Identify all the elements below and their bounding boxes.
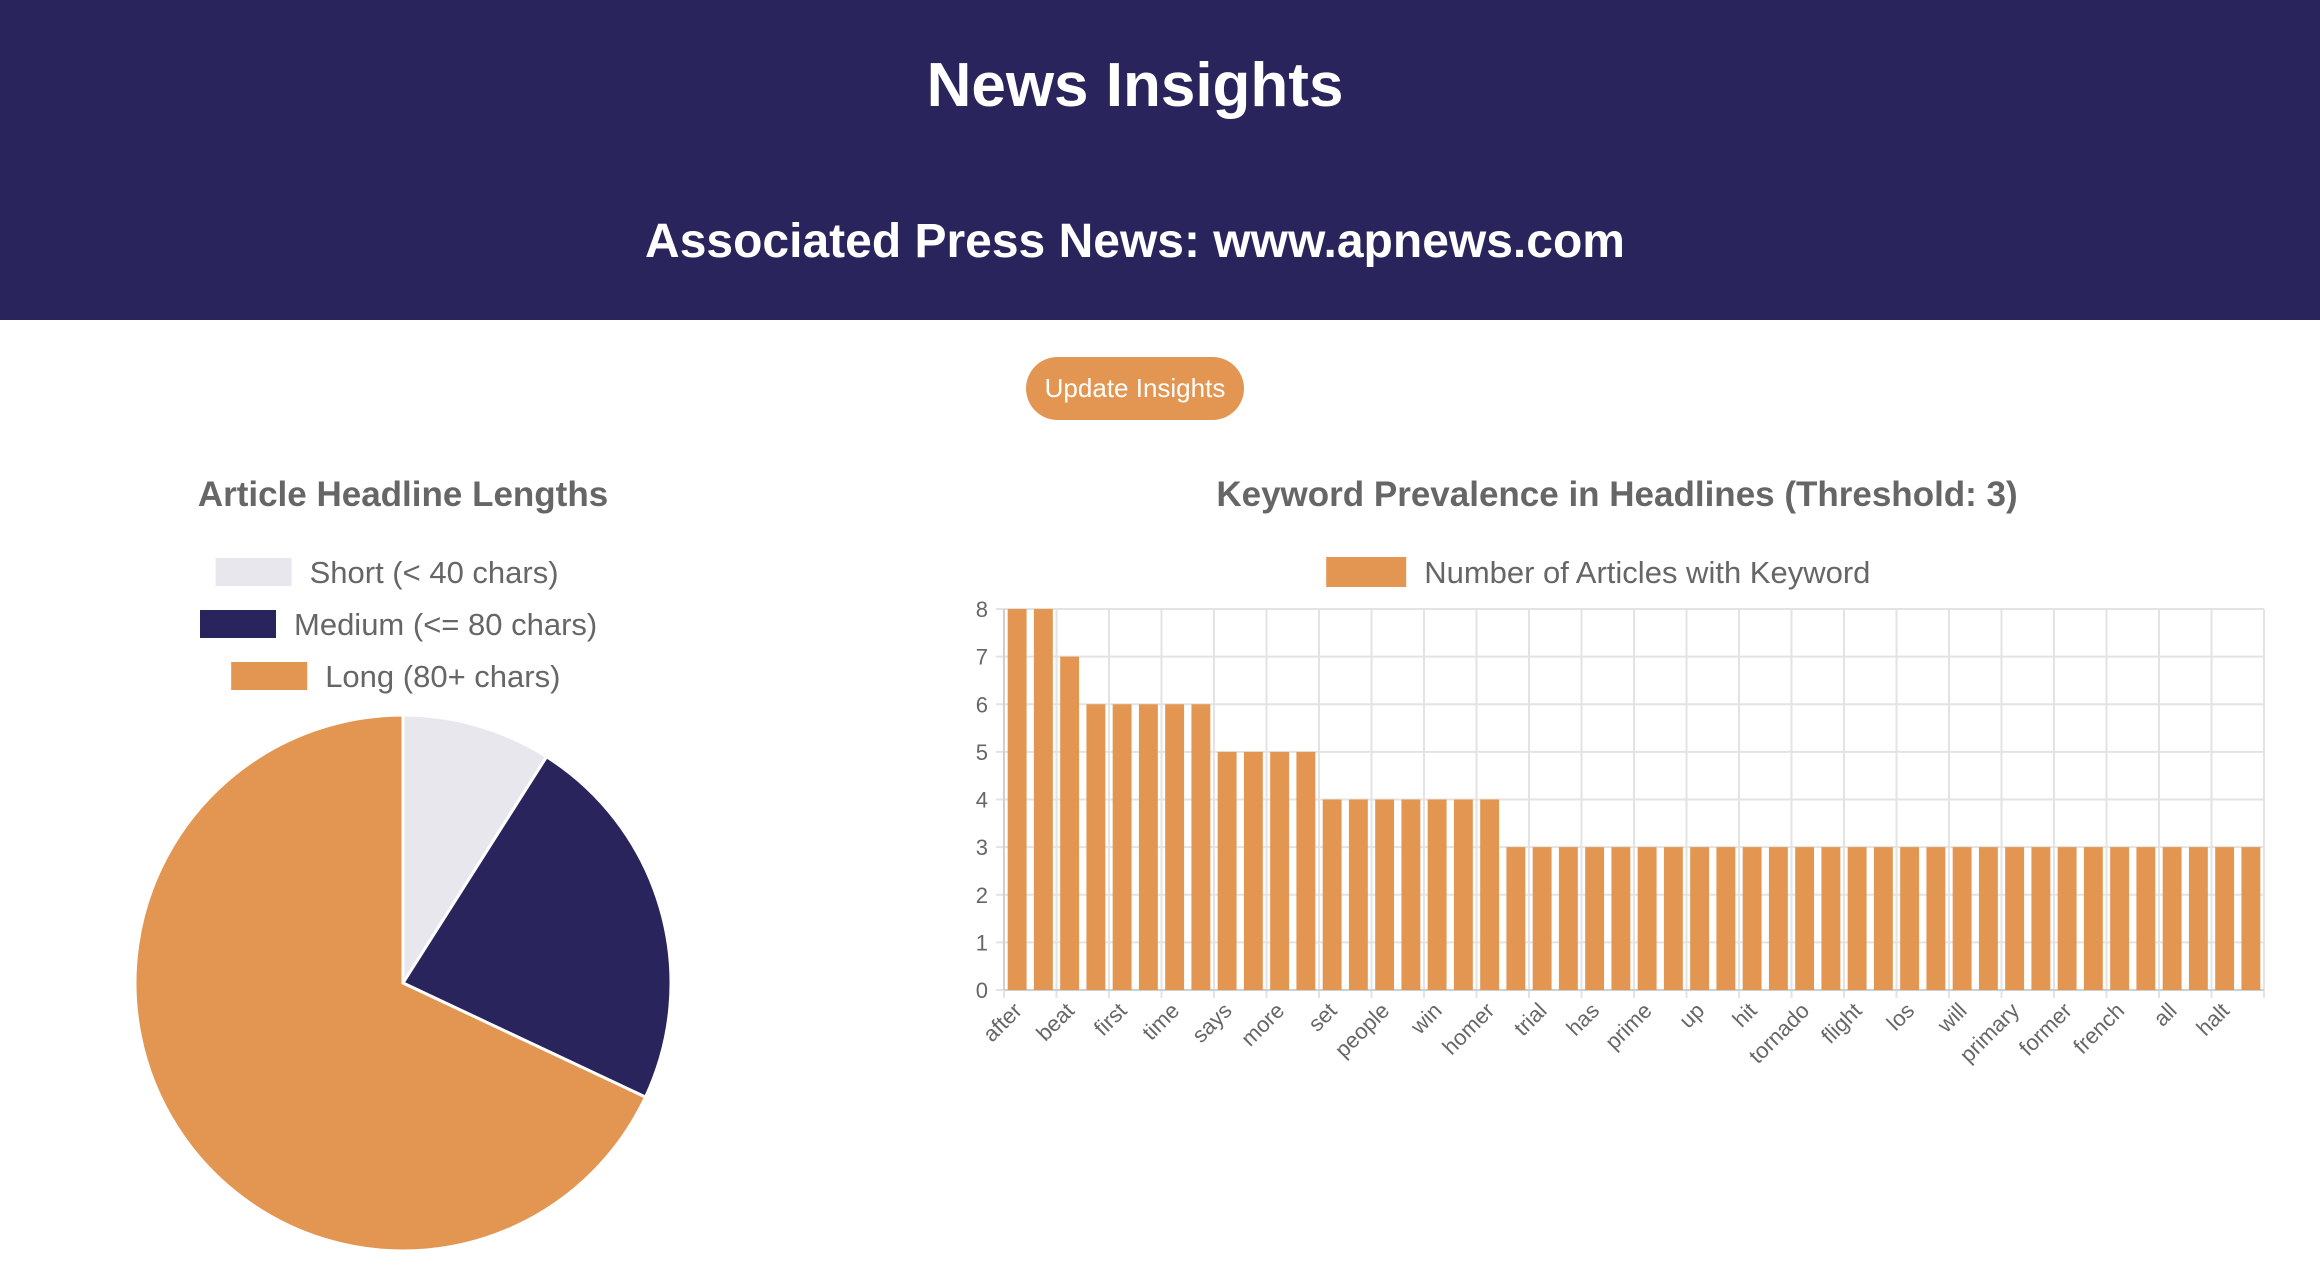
keyword-bar [2005, 847, 2025, 990]
keyword-bar [1243, 751, 1263, 990]
keyword-bar [1663, 847, 1683, 990]
pie-slice [400, 754, 673, 1100]
keyword-bar [2241, 847, 2261, 990]
keyword-bar [1270, 751, 1290, 990]
x-tick-label: trial [1509, 998, 1552, 1041]
keyword-bar [1873, 847, 1893, 990]
keyword-bar [1821, 847, 1841, 990]
pie-legend-label: Short (< 40 chars) [310, 555, 559, 590]
keyword-bar [1348, 799, 1368, 990]
pie-legend-label: Medium (<= 80 chars) [294, 607, 597, 642]
x-tick-label: first [1089, 998, 1132, 1041]
keyword-bar [1926, 847, 1946, 990]
keyword-bar [2110, 847, 2130, 990]
y-tick-label: 2 [976, 883, 988, 908]
keyword-bar [1585, 847, 1605, 990]
keyword-bar [1795, 847, 1815, 990]
y-tick-label: 7 [976, 645, 988, 670]
pie-slice [401, 713, 549, 989]
y-tick-label: 8 [976, 597, 988, 622]
x-tick-label: all [2148, 998, 2181, 1031]
update-insights-button[interactable]: Update Insights [1026, 357, 1244, 420]
x-tick-label: los [1882, 998, 1920, 1036]
keyword-bar [1217, 751, 1237, 990]
keyword-bar [1296, 751, 1316, 990]
keyword-bar [2057, 847, 2077, 990]
pie-legend-swatch [231, 662, 308, 690]
x-tick-label: up [1674, 998, 1709, 1033]
pie-chart-title: Article Headline Lengths [198, 475, 608, 514]
x-tick-label: former [2014, 998, 2077, 1061]
x-tick-label: win [1405, 998, 1447, 1040]
page-title: News Insights [926, 51, 1344, 120]
x-tick-label: french [2068, 998, 2129, 1059]
x-tick-label: flight [1816, 998, 1867, 1049]
y-tick-label: 3 [976, 835, 988, 860]
keyword-bar [1165, 704, 1185, 990]
x-tick-label: prime [1600, 998, 1657, 1055]
headline-lengths-chart: Article Headline Lengths Short (< 40 cha… [133, 475, 673, 1253]
keyword-bar [1900, 847, 1920, 990]
keyword-bar [1558, 847, 1578, 990]
keyword-bar [1480, 799, 1500, 990]
keyword-bar [1191, 704, 1211, 990]
keyword-bar [2083, 847, 2103, 990]
keyword-bar [2188, 847, 2208, 990]
x-tick-label: halt [2191, 998, 2234, 1041]
x-tick-label: beat [1031, 998, 1079, 1046]
x-tick-label: people [1330, 998, 1394, 1062]
pie-slice [133, 713, 648, 1253]
keyword-bar [1007, 609, 1027, 990]
bar-legend-label: Number of Articles with Keyword [1424, 555, 1870, 590]
pie-legend-swatch [215, 558, 292, 586]
keyword-bar [1060, 656, 1080, 990]
keyword-bar [2162, 847, 2182, 990]
x-tick-label: after [978, 998, 1027, 1047]
bar-chart-title: Keyword Prevalence in Headlines (Thresho… [1216, 475, 2017, 514]
keyword-bar [1086, 704, 1106, 990]
keyword-bar [1716, 847, 1736, 990]
keyword-bar [2215, 847, 2235, 990]
keyword-bar [1532, 847, 1552, 990]
keyword-bar [1506, 847, 1526, 990]
keyword-bar [1952, 847, 1972, 990]
keyword-bar [1033, 609, 1053, 990]
y-tick-label: 6 [976, 692, 988, 717]
x-tick-label: hit [1728, 998, 1762, 1032]
keyword-prevalence-chart: Keyword Prevalence in Headlines (Thresho… [976, 475, 2265, 1068]
x-tick-label: will [1932, 998, 1972, 1038]
x-tick-label: has [1561, 998, 1604, 1041]
x-tick-label: set [1303, 998, 1341, 1036]
keyword-bar [1401, 799, 1421, 990]
x-tick-label: says [1187, 998, 1237, 1048]
keyword-bar [1768, 847, 1788, 990]
bar-legend-swatch [1326, 557, 1407, 587]
keyword-bar [1138, 704, 1158, 990]
keyword-bar [1453, 799, 1473, 990]
keyword-bar [1637, 847, 1657, 990]
x-tick-label: time [1137, 998, 1184, 1045]
x-tick-label: more [1236, 998, 1289, 1051]
keyword-bar [2136, 847, 2156, 990]
keyword-bar [1427, 799, 1447, 990]
x-tick-label: homer [1437, 998, 1499, 1060]
keyword-bar [1690, 847, 1710, 990]
y-tick-label: 5 [976, 740, 988, 765]
news-source-title: Associated Press News: www.apnews.com [645, 215, 1625, 268]
x-tick-label: primary [1955, 998, 2025, 1068]
keyword-bar [1322, 799, 1342, 990]
y-tick-label: 0 [976, 978, 988, 1003]
keyword-bar [1742, 847, 1762, 990]
pie-legend-label: Long (80+ chars) [325, 659, 560, 694]
keyword-bar [1978, 847, 1998, 990]
keyword-bar [1375, 799, 1395, 990]
app-header: News Insights Associated Press News: www… [0, 0, 2320, 320]
keyword-bar [1611, 847, 1631, 990]
y-tick-label: 1 [976, 930, 988, 955]
y-tick-label: 4 [976, 788, 988, 813]
pie-legend-swatch [200, 610, 276, 638]
keyword-bar [1847, 847, 1867, 990]
keyword-bar [1112, 704, 1132, 990]
keyword-bar [2031, 847, 2051, 990]
